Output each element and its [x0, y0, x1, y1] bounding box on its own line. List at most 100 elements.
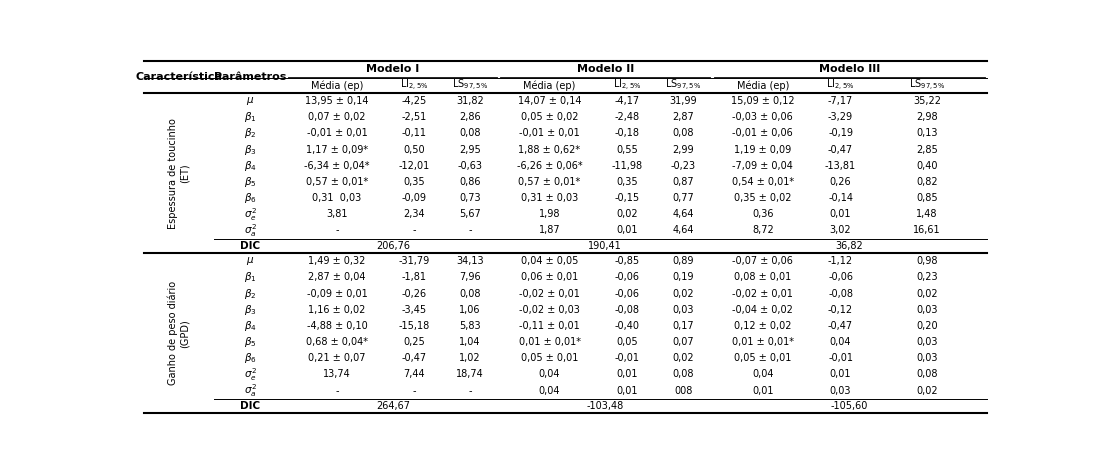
Text: 0,87: 0,87	[673, 177, 694, 187]
Text: -0,02 ± 0,03: -0,02 ± 0,03	[520, 305, 580, 315]
Text: 0,04: 0,04	[538, 369, 560, 379]
Text: -0,06: -0,06	[828, 272, 853, 283]
Text: -15,18: -15,18	[398, 321, 429, 331]
Text: 14,07 ± 0,14: 14,07 ± 0,14	[517, 96, 581, 106]
Text: $\sigma^2_a$: $\sigma^2_a$	[244, 382, 257, 399]
Text: -12,01: -12,01	[398, 161, 429, 171]
Text: -4,88 ± 0,10: -4,88 ± 0,10	[307, 321, 367, 331]
Text: $\beta_5$: $\beta_5$	[244, 335, 257, 349]
Text: 0,57 ± 0,01*: 0,57 ± 0,01*	[518, 177, 580, 187]
Text: -0,08: -0,08	[828, 289, 853, 298]
Text: $\mu$: $\mu$	[246, 95, 255, 107]
Text: 0,01 ± 0,01*: 0,01 ± 0,01*	[518, 337, 580, 347]
Text: 0,13: 0,13	[917, 128, 938, 138]
Text: 3,81: 3,81	[326, 209, 347, 219]
Text: -0,02 ± 0,01: -0,02 ± 0,01	[520, 289, 580, 298]
Text: 5,67: 5,67	[459, 209, 481, 219]
Text: Espessura de toucinho
(ET): Espessura de toucinho (ET)	[168, 118, 190, 228]
Text: $\mu$: $\mu$	[246, 255, 255, 267]
Text: 2,99: 2,99	[673, 145, 694, 155]
Text: -3,29: -3,29	[828, 112, 853, 122]
Text: 1,48: 1,48	[917, 209, 938, 219]
Text: -0,01 ± 0,06: -0,01 ± 0,06	[732, 128, 793, 138]
Text: 5,83: 5,83	[459, 321, 481, 331]
Text: $\sigma^2_a$: $\sigma^2_a$	[244, 222, 257, 239]
Text: 13,74: 13,74	[323, 369, 351, 379]
Text: 15,09 ± 0,12: 15,09 ± 0,12	[731, 96, 794, 106]
Text: 0,08: 0,08	[459, 128, 481, 138]
Text: 0,08: 0,08	[673, 128, 694, 138]
Text: 0,06 ± 0,01: 0,06 ± 0,01	[521, 272, 578, 283]
Text: 0,02: 0,02	[917, 289, 938, 298]
Text: DIC: DIC	[240, 241, 260, 251]
Text: 0,03: 0,03	[917, 337, 938, 347]
Text: 2,87 ± 0,04: 2,87 ± 0,04	[308, 272, 366, 283]
Text: 1,19 ± 0,09: 1,19 ± 0,09	[735, 145, 792, 155]
Text: -0,09 ± 0,01: -0,09 ± 0,01	[307, 289, 367, 298]
Text: Ganho de peso diário
(GPD): Ganho de peso diário (GPD)	[168, 281, 190, 385]
Text: 0,08: 0,08	[459, 289, 481, 298]
Text: 0,08: 0,08	[673, 369, 694, 379]
Text: -: -	[468, 226, 472, 235]
Text: -103,48: -103,48	[587, 401, 624, 411]
Text: -7,17: -7,17	[828, 96, 854, 106]
Text: 0,03: 0,03	[673, 305, 694, 315]
Text: 1,06: 1,06	[459, 305, 481, 315]
Text: 0,01: 0,01	[829, 369, 852, 379]
Text: 0,26: 0,26	[829, 177, 852, 187]
Text: 0,55: 0,55	[617, 145, 639, 155]
Text: -: -	[468, 386, 472, 396]
Text: 2,87: 2,87	[672, 112, 694, 122]
Text: 0,07: 0,07	[673, 337, 694, 347]
Text: 206,76: 206,76	[376, 241, 410, 251]
Text: 0,85: 0,85	[917, 193, 938, 203]
Text: 1,16 ± 0,02: 1,16 ± 0,02	[309, 305, 366, 315]
Text: 0,50: 0,50	[404, 145, 425, 155]
Text: $\beta_1$: $\beta_1$	[244, 110, 257, 124]
Text: 0,98: 0,98	[917, 256, 938, 266]
Text: 0,05 ± 0,01: 0,05 ± 0,01	[521, 353, 578, 363]
Text: -6,34 ± 0,04*: -6,34 ± 0,04*	[304, 161, 370, 171]
Text: 36,82: 36,82	[836, 241, 864, 251]
Text: -0,47: -0,47	[828, 145, 853, 155]
Text: LI$_{2,5\%}$: LI$_{2,5\%}$	[399, 78, 428, 93]
Text: 1,98: 1,98	[538, 209, 560, 219]
Text: 1,49 ± 0,32: 1,49 ± 0,32	[309, 256, 366, 266]
Text: 0,02: 0,02	[673, 289, 694, 298]
Text: -11,98: -11,98	[612, 161, 643, 171]
Text: Parâmetros: Parâmetros	[214, 72, 287, 82]
Text: -0,11: -0,11	[401, 128, 427, 138]
Text: 0,02: 0,02	[617, 209, 638, 219]
Text: Média (ep): Média (ep)	[737, 80, 789, 91]
Text: -1,12: -1,12	[828, 256, 853, 266]
Text: $\beta_3$: $\beta_3$	[244, 142, 257, 156]
Text: -0,04 ± 0,02: -0,04 ± 0,02	[732, 305, 793, 315]
Text: -0,26: -0,26	[401, 289, 427, 298]
Text: -0,14: -0,14	[828, 193, 853, 203]
Text: 7,96: 7,96	[459, 272, 481, 283]
Text: 0,40: 0,40	[917, 161, 938, 171]
Text: 0,57 ± 0,01*: 0,57 ± 0,01*	[306, 177, 368, 187]
Text: 0,01: 0,01	[617, 386, 638, 396]
Text: -13,81: -13,81	[825, 161, 856, 171]
Text: -0,23: -0,23	[671, 161, 696, 171]
Text: -0,01 ± 0,01: -0,01 ± 0,01	[520, 128, 580, 138]
Text: 34,13: 34,13	[456, 256, 483, 266]
Text: $\beta_6$: $\beta_6$	[244, 191, 257, 205]
Text: 0,20: 0,20	[917, 321, 938, 331]
Text: LS$_{97,5\%}$: LS$_{97,5\%}$	[909, 78, 945, 93]
Text: -0,02 ± 0,01: -0,02 ± 0,01	[732, 289, 793, 298]
Text: $\sigma^2_e$: $\sigma^2_e$	[244, 206, 257, 223]
Text: -0,01: -0,01	[614, 353, 640, 363]
Text: DIC: DIC	[240, 401, 260, 411]
Text: Modelo I: Modelo I	[366, 64, 419, 74]
Text: 0,23: 0,23	[917, 272, 938, 283]
Text: 0,07 ± 0,02: 0,07 ± 0,02	[308, 112, 366, 122]
Text: 2,86: 2,86	[459, 112, 481, 122]
Text: $\beta_6$: $\beta_6$	[244, 351, 257, 365]
Text: -0,01: -0,01	[828, 353, 853, 363]
Text: -0,06: -0,06	[614, 289, 640, 298]
Text: 0,01: 0,01	[752, 386, 773, 396]
Text: 0,54 ± 0,01*: 0,54 ± 0,01*	[731, 177, 794, 187]
Text: 35,22: 35,22	[913, 96, 941, 106]
